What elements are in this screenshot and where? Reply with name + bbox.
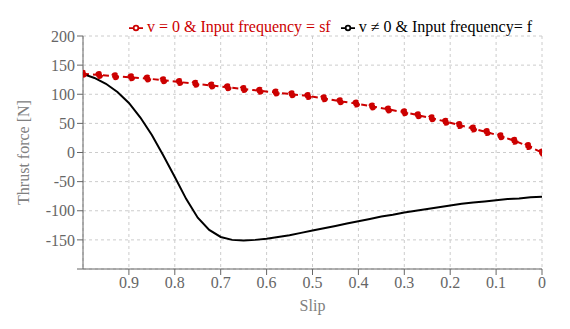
svg-text:-150: -150 [46, 232, 75, 249]
svg-text:0.9: 0.9 [119, 274, 139, 291]
svg-text:200: 200 [51, 28, 75, 45]
svg-text:0: 0 [67, 144, 75, 161]
svg-text:-50: -50 [54, 173, 75, 190]
html-text:v = 0 & Input frequency = sf: v = 0 & Input frequency = sf [146, 18, 331, 35]
svg-text:-100: -100 [46, 202, 75, 219]
html-text:v ≠ 0 & Input frequency= f: v ≠ 0 & Input frequency= f [358, 18, 532, 35]
svg-text:Thrust force [N]: Thrust force [N] [15, 100, 32, 205]
svg-text:0.7: 0.7 [211, 274, 231, 291]
svg-text:0.1: 0.1 [486, 274, 506, 291]
svg-text:0.6: 0.6 [257, 274, 277, 291]
svg-text:0.8: 0.8 [165, 274, 185, 291]
svg-text:0: 0 [538, 274, 546, 291]
svg-text:100: 100 [51, 86, 75, 103]
svg-text:0.2: 0.2 [440, 274, 460, 291]
svg-text:0.3: 0.3 [394, 274, 414, 291]
svg-text:0.5: 0.5 [303, 274, 323, 291]
svg-text:0.4: 0.4 [348, 274, 368, 291]
svg-text:50: 50 [59, 115, 75, 132]
svg-text:150: 150 [51, 57, 75, 74]
svg-text:Slip: Slip [300, 297, 326, 315]
